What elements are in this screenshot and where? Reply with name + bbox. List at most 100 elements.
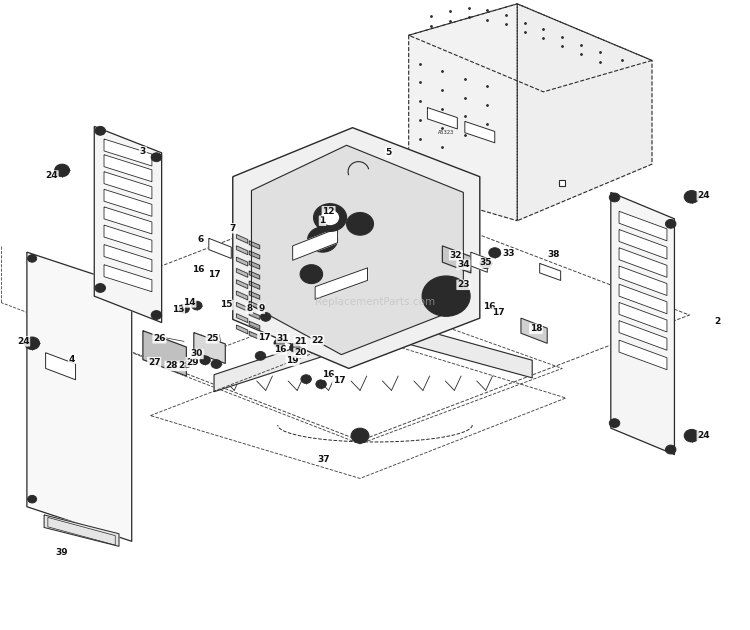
Circle shape [191,301,202,310]
Text: 28: 28 [165,362,178,370]
Polygon shape [619,340,667,370]
Text: 14: 14 [183,298,196,307]
Text: 37: 37 [318,455,331,464]
Polygon shape [236,257,248,266]
Text: 31: 31 [277,334,290,343]
Text: 4: 4 [69,355,75,364]
Text: 17: 17 [258,333,271,341]
Polygon shape [104,265,152,292]
Text: 24: 24 [698,431,710,440]
Polygon shape [409,4,652,92]
Polygon shape [104,207,152,234]
Text: 3: 3 [140,147,146,156]
Polygon shape [236,268,248,277]
Polygon shape [104,244,152,272]
Text: 18: 18 [530,324,542,333]
Polygon shape [409,4,518,220]
Polygon shape [214,319,532,392]
Polygon shape [46,353,76,380]
Text: 16: 16 [274,345,286,354]
Polygon shape [249,331,259,340]
Text: 6: 6 [197,235,204,244]
Polygon shape [249,301,259,309]
Text: 15: 15 [220,301,233,309]
Text: 34: 34 [457,260,470,269]
Polygon shape [292,228,338,260]
Polygon shape [251,146,464,355]
Polygon shape [236,234,248,243]
Text: 19: 19 [286,357,299,365]
Circle shape [260,312,271,321]
Polygon shape [610,192,674,455]
Polygon shape [521,318,548,343]
Polygon shape [236,314,248,323]
Circle shape [609,419,619,428]
Text: 17: 17 [492,308,505,317]
Polygon shape [619,211,667,241]
Circle shape [308,227,338,252]
Text: 17: 17 [333,376,346,385]
Polygon shape [249,241,259,249]
Circle shape [684,190,699,203]
Text: 2: 2 [714,317,720,326]
Circle shape [300,265,322,284]
Polygon shape [27,252,132,541]
Text: 20: 20 [294,348,306,357]
Polygon shape [236,280,248,289]
Polygon shape [236,291,248,300]
Circle shape [28,255,37,262]
Circle shape [489,248,501,258]
Text: A5323: A5323 [438,130,454,135]
Polygon shape [104,155,152,181]
Circle shape [95,284,106,292]
Circle shape [152,153,162,162]
Polygon shape [619,266,667,295]
Text: 27: 27 [148,358,160,367]
Polygon shape [104,172,152,198]
Text: 9: 9 [258,304,265,313]
Polygon shape [619,284,667,314]
Polygon shape [143,331,186,376]
Text: 12: 12 [322,207,334,216]
Polygon shape [194,333,225,364]
Circle shape [665,445,676,454]
Polygon shape [619,321,667,350]
Circle shape [28,495,37,503]
Polygon shape [232,128,480,369]
Circle shape [422,276,470,316]
Circle shape [55,164,70,176]
Circle shape [480,258,492,268]
Circle shape [178,304,189,313]
Text: 21: 21 [294,337,307,346]
Text: 24: 24 [698,191,710,200]
Polygon shape [94,127,162,323]
Circle shape [200,356,210,365]
Text: 32: 32 [449,251,462,260]
Text: 16: 16 [322,370,334,379]
Polygon shape [540,263,561,280]
Text: 24: 24 [45,171,58,180]
Text: 39: 39 [56,548,68,557]
Polygon shape [619,248,667,277]
Circle shape [316,380,326,389]
Circle shape [351,428,369,444]
Polygon shape [471,252,488,272]
Circle shape [25,337,40,350]
Circle shape [665,219,676,228]
Polygon shape [427,108,458,129]
Text: 33: 33 [502,249,515,258]
Text: 26: 26 [153,334,166,343]
Polygon shape [249,281,259,289]
Text: ReplacementParts.com: ReplacementParts.com [315,297,435,307]
Polygon shape [442,246,471,273]
Circle shape [684,430,699,442]
Text: 17: 17 [209,270,221,279]
Polygon shape [619,229,667,259]
Polygon shape [249,251,259,259]
Text: 5: 5 [386,148,392,158]
Polygon shape [465,122,495,143]
Circle shape [95,127,106,135]
Text: 7: 7 [230,224,236,232]
Circle shape [211,360,221,369]
Polygon shape [209,238,231,258]
